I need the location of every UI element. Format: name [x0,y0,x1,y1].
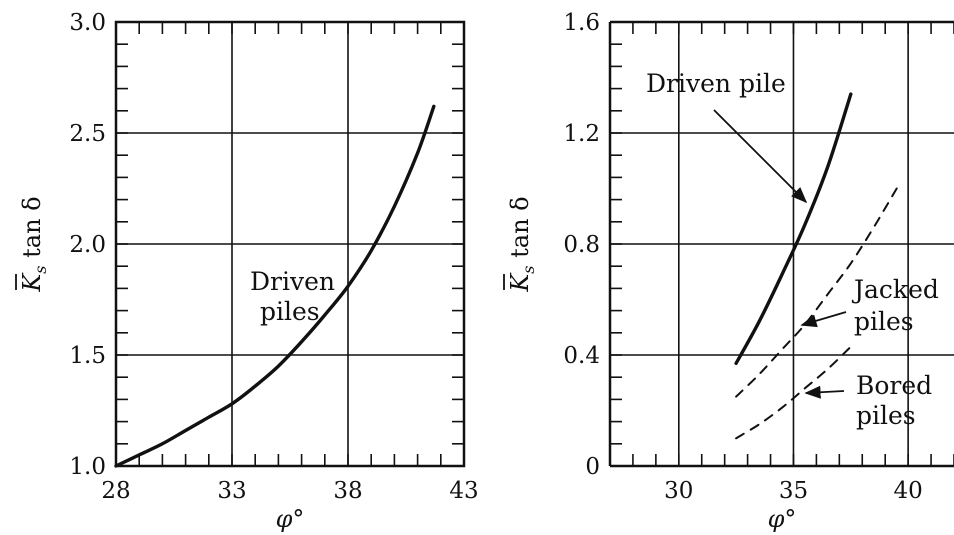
right-series-0-line [734,92,853,365]
right-x-tick-labels: 30 35 40 [664,478,923,504]
left-x-axis-label: φ° [276,505,305,533]
right-y-tick-label: 1.2 [563,121,600,147]
left-series [114,104,436,468]
svg-text:Ks tan δ: Ks tan δ [506,196,538,292]
right-x-tick-label: 40 [893,478,922,504]
annotation-driven-piles-line1: Driven [250,267,335,296]
arrow-bored-piles [804,385,845,399]
right-y-tick-label: 1.6 [563,10,600,36]
annotation-driven-pile: Driven pile [646,69,786,98]
left-y-tick-label: 1.0 [69,454,106,480]
left-plot-frame [114,20,466,468]
left-y-axis-label: Ks tan δ [15,196,50,293]
left-chart: 1.0 1.5 2.0 2.5 3.0 28 33 38 43 φ° Ks tan δ Dri… [15,10,479,533]
right-y-tick-labels: 0 0.4 0.8 1.2 1.6 [563,10,600,480]
arrow-jacked-piles [800,311,847,328]
right-x-tick-label: 30 [664,478,693,504]
left-y-tick-labels: 1.0 1.5 2.0 2.5 3.0 [69,10,106,480]
left-y-tick-label: 2.0 [69,232,106,258]
annotation-driven-piles-line2: piles [260,297,320,326]
left-x-tick-label: 43 [449,478,478,504]
left-x-tick-labels: 28 33 38 43 [101,478,478,504]
right-x-axis-label: φ° [768,505,797,533]
left-y-tick-label: 3.0 [69,10,106,36]
annotation-bored-piles-line2: piles [856,401,916,430]
right-y-tick-label: 0.4 [563,343,600,369]
right-y-tick-label: 0.8 [563,232,600,258]
left-y-tick-label: 1.5 [69,343,106,369]
right-x-tick-label: 35 [779,478,808,504]
right-series-1-line [735,187,898,398]
right-series-2-line [735,345,852,440]
right-y-tick-label: 0 [585,454,600,480]
left-x-tick-label: 28 [101,478,130,504]
svg-text:Ks tan δ: Ks tan δ [18,196,50,292]
left-series-0-line [114,104,436,468]
annotation-jacked-piles-line2: piles [854,307,914,336]
right-chart: 0 0.4 0.8 1.2 1.6 30 35 40 φ° Ks tan δ Driven … [503,10,954,533]
right-grid [610,22,954,466]
left-grid [116,22,464,466]
left-x-tick-label: 38 [333,478,362,504]
annotation-jacked-piles-line1: Jacked [851,275,939,304]
left-y-tick-label: 2.5 [69,121,106,147]
annotation-bored-piles-line1: Bored [856,371,932,400]
right-series [734,92,898,440]
left-x-tick-label: 33 [217,478,246,504]
arrow-driven-pile [713,109,808,204]
right-y-axis-label: Ks tan δ [503,196,538,293]
